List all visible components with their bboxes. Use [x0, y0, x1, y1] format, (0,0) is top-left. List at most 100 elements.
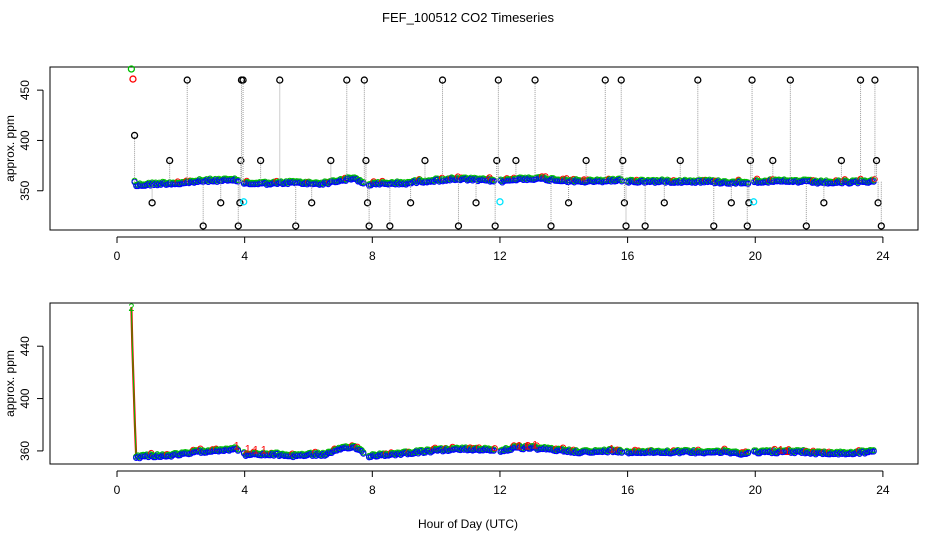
- data-point-black: [601, 76, 609, 84]
- data-point-black: [872, 156, 881, 165]
- data-point-black: [874, 199, 882, 207]
- y-axis-label: approx. ppm: [3, 350, 17, 417]
- data-point-blue: [744, 449, 752, 457]
- data-point-black: [622, 222, 630, 230]
- data-point-black: [745, 199, 753, 207]
- plot-frame: [49, 302, 919, 465]
- x-tick-label: 12: [493, 249, 507, 263]
- data-point-cyan: [496, 198, 504, 206]
- data-label: 1: [253, 445, 259, 457]
- data-point-black: [619, 156, 627, 165]
- data-point-black: [454, 222, 463, 230]
- data-point-black: [130, 131, 139, 140]
- x-axis-label: Hour of Day (UTC): [418, 517, 518, 531]
- data-point-black: [512, 156, 520, 165]
- x-tick-label: 16: [621, 483, 635, 497]
- data-point-red: [871, 176, 878, 183]
- data-label: 1: [784, 446, 790, 458]
- data-label: 1: [609, 443, 615, 455]
- data-point-black: [199, 222, 207, 230]
- data-label: 1: [245, 443, 251, 455]
- data-point-black: [620, 199, 629, 207]
- data-point-black: [494, 76, 503, 84]
- data-point-black: [582, 156, 590, 165]
- x-tick-label: 4: [241, 483, 248, 497]
- data-point-black: [641, 222, 649, 230]
- data-point-red: [129, 75, 137, 83]
- data-point-blue: [490, 178, 497, 185]
- y-tick-label: 450: [18, 80, 32, 100]
- data-point-black: [438, 76, 447, 84]
- data-point-black: [871, 76, 879, 84]
- x-tick-label: 0: [114, 483, 121, 497]
- data-point-black: [217, 199, 225, 207]
- data-point-black: [166, 156, 174, 165]
- data-point-black: [236, 199, 244, 207]
- plot-frame: [49, 66, 919, 231]
- data-point-black: [491, 222, 499, 230]
- data-point-black: [276, 76, 284, 84]
- data-label: 1: [261, 445, 267, 457]
- data-point-black: [660, 199, 668, 207]
- data-point-green: [127, 65, 136, 73]
- data-point-black: [748, 76, 756, 84]
- data-point-black: [234, 222, 242, 230]
- x-tick-label: 24: [876, 483, 890, 497]
- data-label: 1: [516, 441, 522, 453]
- data-point-blue: [360, 450, 367, 457]
- data-point-black: [786, 76, 795, 84]
- chart-title: FEF_100512 CO2 Timeseries: [382, 10, 554, 25]
- y-tick-label: 400: [18, 130, 32, 150]
- data-point-black: [360, 76, 368, 84]
- data-point-black: [237, 156, 245, 165]
- data-point-cyan: [240, 198, 248, 206]
- data-point-black: [148, 199, 156, 207]
- data-point-black: [877, 222, 885, 230]
- data-point-blue: [234, 447, 242, 454]
- data-point-red: [491, 445, 498, 452]
- x-tick-label: 20: [749, 483, 763, 497]
- data-point-black: [802, 222, 810, 230]
- data-label: 1: [524, 441, 530, 453]
- data-label: 2: [128, 302, 134, 314]
- data-point-black: [308, 199, 316, 207]
- data-point-cyan: [750, 198, 758, 206]
- data-point-black: [820, 199, 828, 207]
- x-tick-label: 8: [369, 483, 376, 497]
- data-point-black: [547, 222, 555, 230]
- data-point-black: [421, 156, 429, 165]
- data-point-blue: [870, 448, 877, 455]
- data-point-black: [386, 222, 394, 230]
- data-point-black: [363, 199, 372, 207]
- data-point-black: [365, 222, 373, 230]
- y-axis-label: approx. ppm: [3, 115, 17, 182]
- spike-line-green: [130, 306, 137, 457]
- data-point-black: [406, 199, 415, 207]
- x-tick-label: 8: [369, 249, 376, 263]
- x-tick-label: 20: [749, 249, 763, 263]
- x-tick-label: 24: [876, 249, 890, 263]
- data-series: 21 1 1 1 1 1 1 1 1 1: [128, 302, 877, 462]
- data-point-black: [617, 76, 625, 84]
- x-tick-label: 12: [493, 483, 507, 497]
- data-point-black: [694, 76, 702, 84]
- y-tick-label: 360: [18, 441, 32, 461]
- top-panel: 0 4 8 12 16 20 24 350 400 450 approx. ppm: [3, 65, 919, 263]
- data-point-black: [564, 199, 573, 207]
- data-label: 1: [532, 439, 538, 451]
- y-tick-label: 400: [18, 388, 32, 408]
- y-tick-label: 350: [18, 180, 32, 200]
- data-label: 1: [234, 441, 240, 453]
- data-point-black: [472, 199, 480, 207]
- y-tick-label: 440: [18, 336, 32, 356]
- data-point-black: [727, 199, 735, 207]
- data-point-black: [746, 156, 755, 165]
- data-point-black: [743, 222, 751, 230]
- data-point-black: [837, 156, 846, 165]
- x-tick-label: 0: [114, 249, 121, 263]
- data-point-black: [362, 156, 370, 165]
- data-point-black: [327, 156, 335, 165]
